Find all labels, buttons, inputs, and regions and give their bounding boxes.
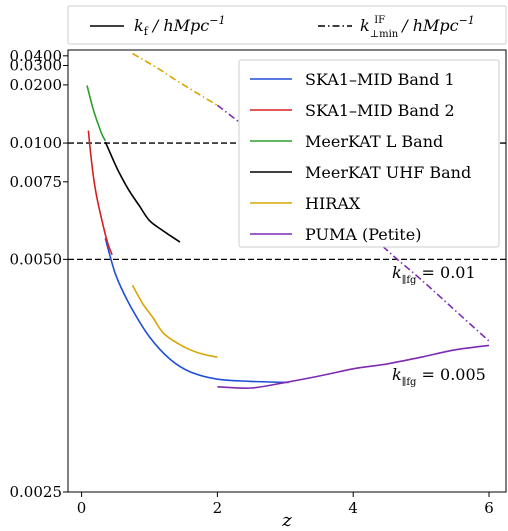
- x-tick-label: 2: [213, 499, 223, 517]
- legend-label: PUMA (Petite): [305, 225, 421, 244]
- y-tick-label: 0.0200: [10, 76, 63, 94]
- plot-frame: [67, 49, 507, 493]
- series-line: [104, 237, 289, 384]
- y-tick-label: 0.0050: [10, 250, 63, 268]
- legend-label: MeerKAT UHF Band: [305, 163, 471, 182]
- y-tick-label: 0.0400: [10, 47, 63, 65]
- series-line: [217, 344, 490, 389]
- x-axis-label: z: [281, 510, 292, 531]
- series-line: [86, 85, 107, 142]
- top-legend-frame: [67, 5, 507, 45]
- y-tick-label: 0.0100: [10, 134, 63, 152]
- axis-ticks: [63, 55, 490, 497]
- legend-label: MeerKAT L Band: [305, 132, 443, 151]
- legend-label: HIRAX: [305, 194, 361, 213]
- series-line: [87, 130, 113, 256]
- y-tick-label: 0.0300: [10, 57, 63, 75]
- annotation-kfg-0.005: k∥fg = 0.005: [392, 365, 486, 388]
- y-tick-label: 0.0025: [10, 483, 63, 501]
- series-line: [104, 141, 181, 243]
- legend-label: SKA1–MID Band 1: [305, 70, 455, 89]
- series-legend-frame: [238, 59, 500, 248]
- series-legend: SKA1–MID Band 1 SKA1–MID Band 2 MeerKAT L …: [238, 59, 500, 248]
- y-tick-label: 0.0075: [10, 173, 63, 191]
- tick-labels: 0 2 4 6 0.0025 0.0050 0.0075 0.0100 0.02000.0300…: [10, 47, 494, 517]
- top-legend: kf / hMpc−1 k⊥minIF / hMpc−1: [67, 5, 507, 45]
- x-tick-label: 4: [348, 499, 358, 517]
- series-line: [131, 284, 218, 358]
- x-tick-label: 0: [77, 499, 87, 517]
- legend-label: SKA1–MID Band 2: [305, 101, 455, 120]
- top-legend-kf-label: kf / hMpc−1: [134, 14, 225, 38]
- series-line: [132, 52, 218, 106]
- x-tick-label: 6: [484, 499, 494, 517]
